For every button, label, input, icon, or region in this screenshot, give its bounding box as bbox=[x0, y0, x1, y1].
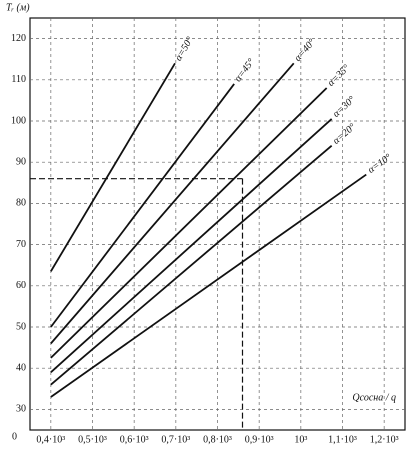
y-tick-label: 60 bbox=[16, 280, 26, 291]
y-tick-label: 80 bbox=[16, 198, 26, 209]
y-tick-label: 40 bbox=[16, 362, 26, 373]
series-label: α=50° bbox=[173, 35, 196, 63]
series-line bbox=[50, 173, 367, 398]
series-label: α=30° bbox=[331, 94, 358, 120]
y-tick-label: 100 bbox=[11, 115, 26, 126]
series-line bbox=[50, 62, 295, 345]
series-line bbox=[50, 145, 333, 386]
series-label: α=20° bbox=[331, 122, 358, 147]
y-tick-label: 110 bbox=[11, 74, 26, 85]
y-axis-label: Tᵣ (м) bbox=[6, 2, 30, 13]
y-tick-label: 90 bbox=[16, 156, 26, 167]
x-tick-label: 1,1·10³ bbox=[328, 434, 357, 445]
y-tick-label: 50 bbox=[16, 321, 26, 332]
x-tick-label: 0,6·10³ bbox=[120, 434, 149, 445]
x-tick-label: 0,5·10³ bbox=[78, 434, 107, 445]
x-tick-label: 0,4·10³ bbox=[36, 434, 65, 445]
series-line bbox=[50, 118, 333, 373]
series-line bbox=[50, 87, 328, 359]
y-tick-label: 30 bbox=[16, 404, 26, 415]
series-label: α=10° bbox=[366, 152, 394, 176]
x-tick-label: 10³ bbox=[294, 434, 307, 445]
x-tick-label: 1,2·10³ bbox=[370, 434, 399, 445]
x-tick-label: 0,8·10³ bbox=[203, 434, 232, 445]
x-tick-label: 0,7·10³ bbox=[161, 434, 190, 445]
x-axis-label: Qсосна / q bbox=[352, 392, 396, 403]
series-label: α=40° bbox=[292, 37, 317, 64]
origin-label: 0 bbox=[12, 431, 17, 442]
series-label: α=35° bbox=[326, 63, 352, 89]
x-tick-label: 0,9·10³ bbox=[245, 434, 274, 445]
y-tick-label: 120 bbox=[11, 33, 26, 44]
y-tick-label: 70 bbox=[16, 239, 26, 250]
series-line bbox=[50, 62, 176, 272]
series-line bbox=[50, 83, 235, 328]
